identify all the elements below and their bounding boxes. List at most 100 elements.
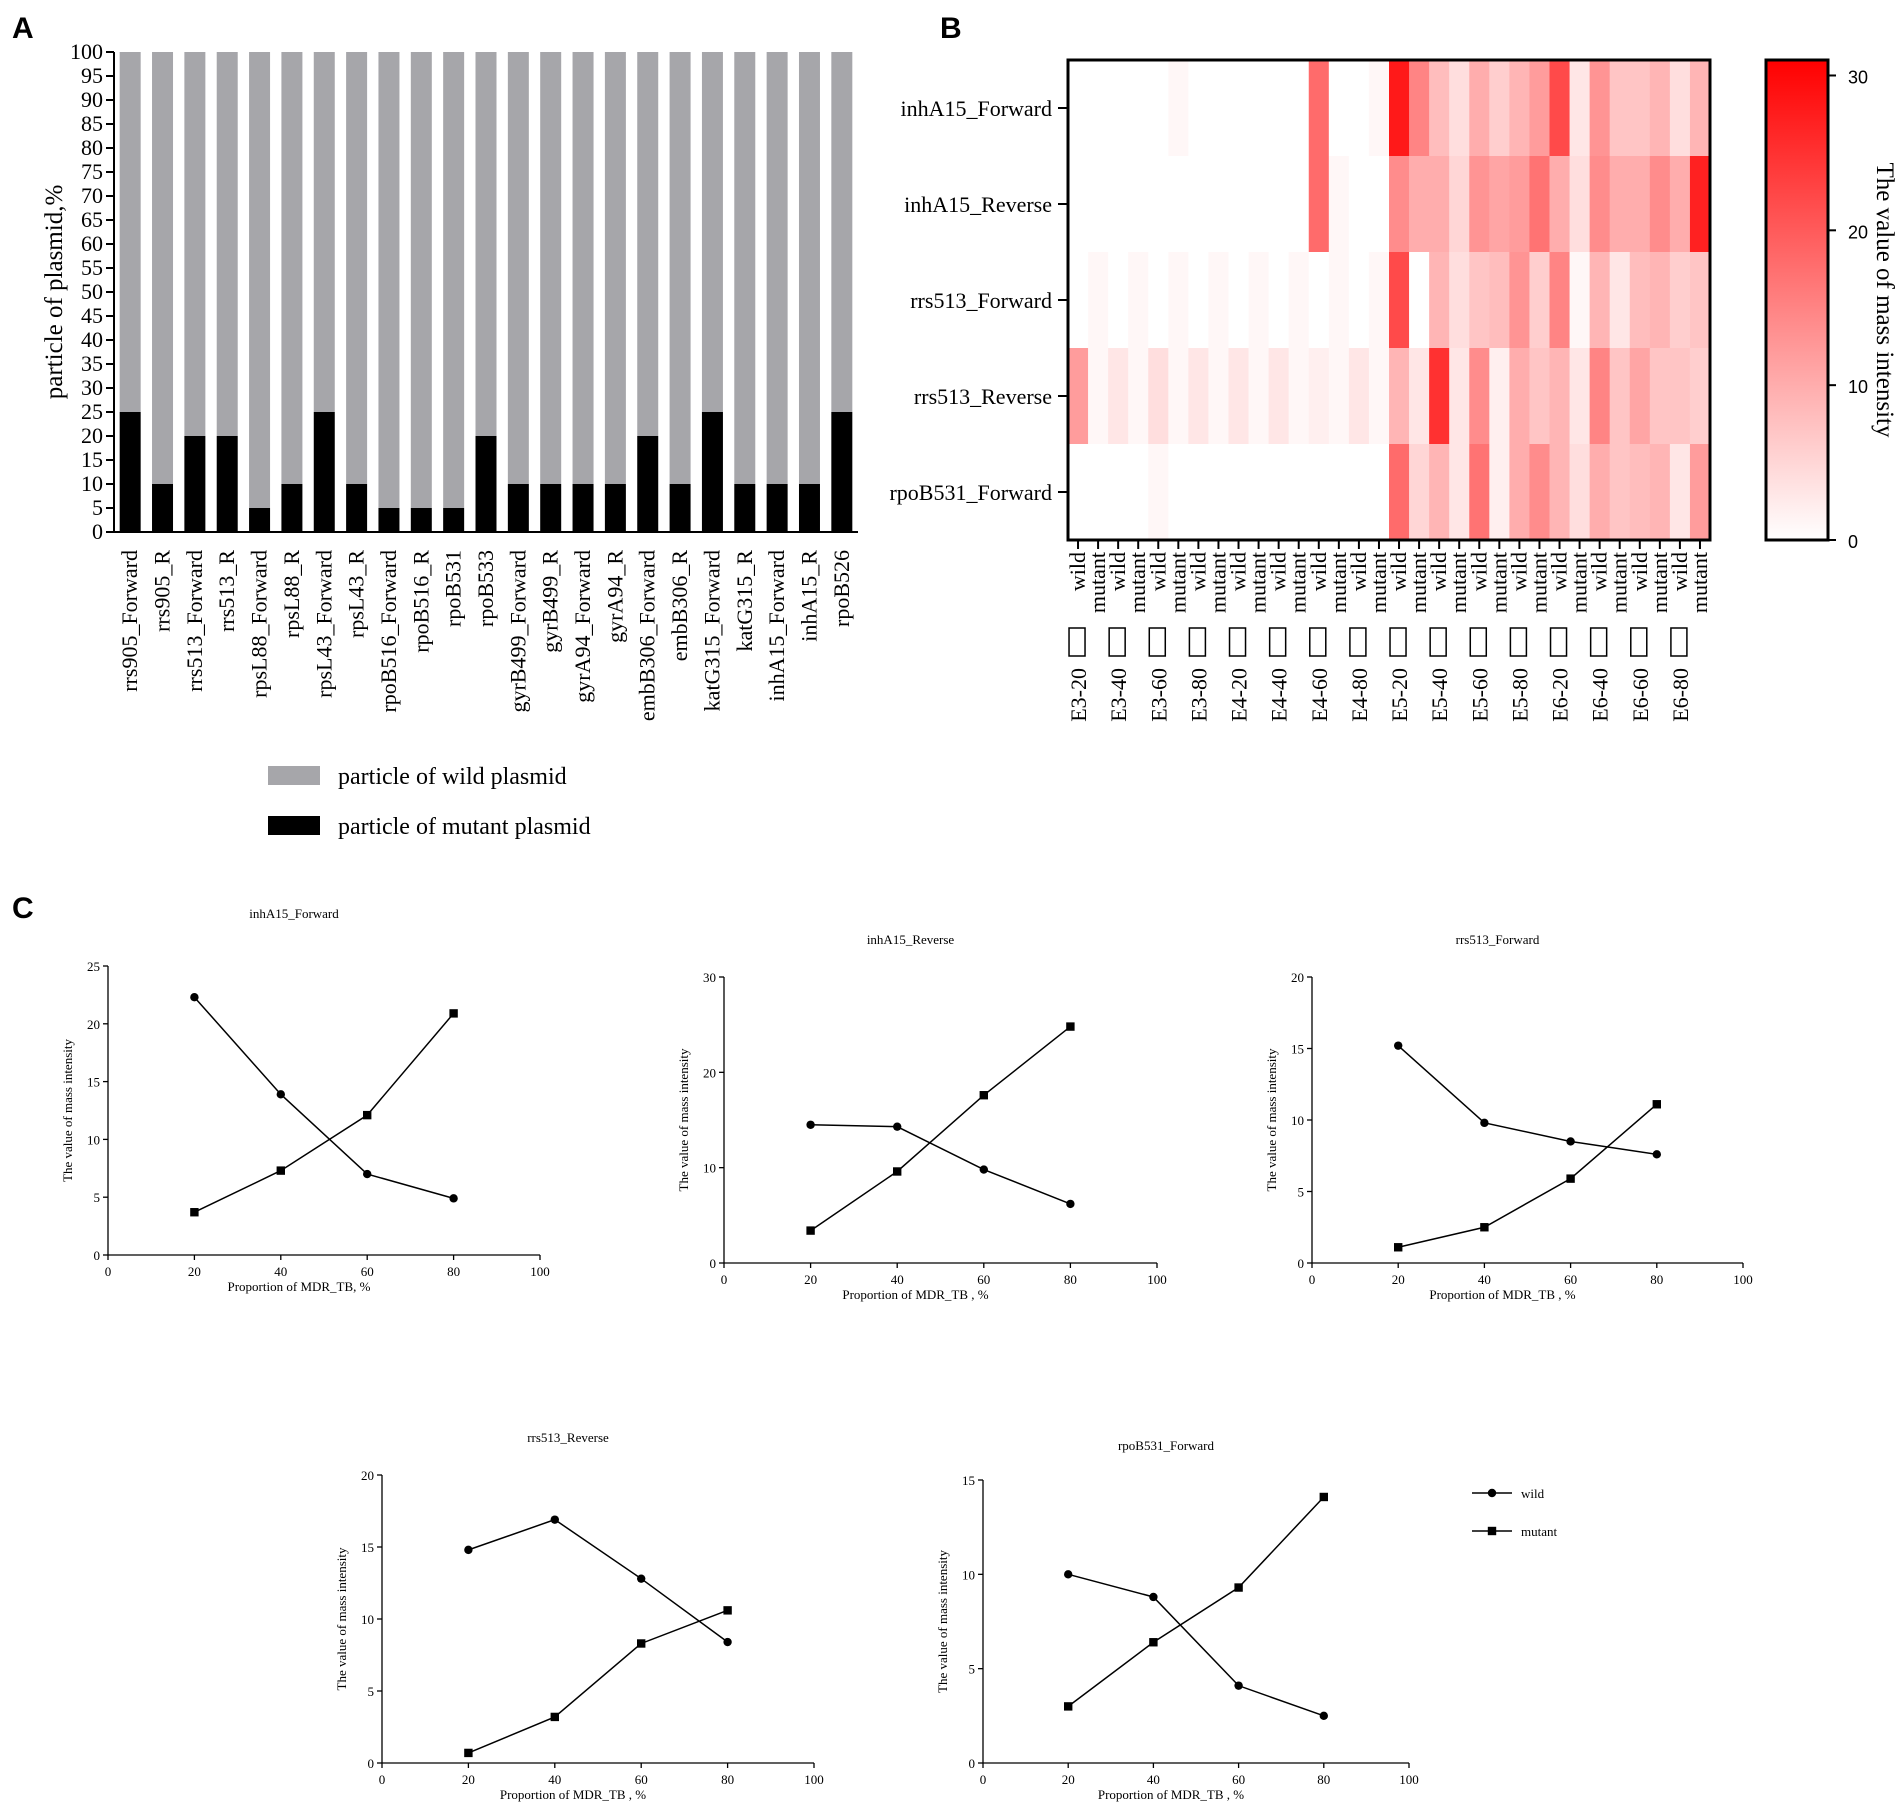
heatmap-cell: [1669, 252, 1691, 349]
heatmap-cell: [1128, 444, 1149, 541]
heatmap-cell: [1148, 348, 1169, 445]
x-tick-label: 60: [977, 1272, 990, 1287]
group-label: E4-60: [1307, 668, 1332, 722]
bar-mutant-22: [831, 412, 853, 532]
x-tick-label: 40: [1147, 1772, 1160, 1787]
col-label: wild: [1346, 552, 1371, 591]
y-tick-label: 5: [368, 1684, 375, 1699]
group-label: E3-40: [1106, 668, 1131, 722]
heatmap-cell: [1609, 444, 1631, 541]
bar-mutant-18: [701, 412, 723, 532]
legend-label-mutant: mutant: [1521, 1524, 1557, 1539]
x-tick-label: 0: [105, 1264, 112, 1279]
x-tick-label: 0: [1309, 1272, 1316, 1287]
placeholder-glyph: [1148, 627, 1167, 657]
x-tick-label: 20: [1062, 1772, 1075, 1787]
col-label: wild: [1145, 552, 1170, 591]
point-wild: [806, 1120, 815, 1129]
heatmap-cell: [1088, 156, 1109, 253]
x-tick-label: 40: [548, 1772, 561, 1787]
y-tick-label: 0: [94, 1248, 101, 1263]
heatmap-cell: [1569, 60, 1591, 157]
col-label: wild: [1185, 552, 1210, 591]
y-tick-label: 30: [81, 375, 103, 400]
col-label: mutant: [1687, 552, 1712, 613]
x-tick-label: katG315_R: [732, 550, 757, 652]
colorbar-tick-label: 20: [1848, 222, 1868, 242]
bar-mutant-12: [507, 484, 529, 532]
bar-mutant-17: [669, 484, 691, 532]
legend-swatch-mutant: [268, 816, 320, 835]
point-wild: [464, 1545, 473, 1555]
bar-wild-4: [249, 52, 271, 508]
heatmap-cell: [1549, 252, 1571, 349]
heatmap-cell: [1429, 348, 1450, 445]
point-wild: [1319, 1711, 1329, 1721]
col-label: wild: [1105, 552, 1130, 591]
col-label: wild: [1506, 552, 1531, 591]
point-wild: [723, 1637, 732, 1647]
heatmap-cell: [1509, 156, 1530, 253]
bar-mutant-3: [216, 436, 238, 532]
y-tick-label: 20: [1291, 970, 1304, 985]
heatmap-cell: [1669, 156, 1691, 253]
heatmap-cell: [1429, 60, 1450, 157]
placeholder-glyph: [1228, 627, 1247, 657]
heatmap-cell: [1168, 348, 1189, 445]
y-tick-label: 10: [1291, 1113, 1304, 1128]
bar-wild-12: [507, 52, 529, 484]
heatmap-cell: [1509, 252, 1530, 349]
heatmap-cell: [1409, 60, 1430, 157]
group-label: E6-80: [1668, 668, 1693, 722]
heatmap-cell: [1148, 156, 1169, 253]
heatmap-cell: [1529, 444, 1550, 541]
x-tick-label: gyrB499_R: [538, 550, 563, 653]
bar-mutant-14: [572, 484, 594, 532]
placeholder-glyph: [1509, 627, 1528, 657]
col-label: mutant: [1647, 552, 1672, 613]
point-mutant: [1480, 1223, 1489, 1232]
x-tick-label: rpoB516_R: [408, 550, 433, 653]
row-label: inhA15_Forward: [900, 96, 1052, 121]
col-label: mutant: [1526, 552, 1551, 613]
bar-mutant-9: [410, 508, 432, 532]
heatmap-cell: [1469, 60, 1490, 157]
heatmap-cell: [1268, 444, 1290, 541]
x-tick-label: gyrA94_R: [602, 550, 627, 643]
point-mutant: [363, 1110, 372, 1120]
heatmap-cell: [1389, 156, 1410, 253]
legend-marker-wild: [1487, 1488, 1497, 1498]
heatmap-cell: [1389, 252, 1410, 349]
row-label: rrs513_Reverse: [914, 384, 1052, 409]
y-tick-label: 70: [81, 183, 103, 208]
col-label: mutant: [1246, 552, 1271, 613]
col-label: mutant: [1326, 552, 1351, 613]
x-tick-label: 80: [447, 1264, 460, 1279]
heatmap-cell: [1228, 156, 1250, 253]
y-axis-label: particle of plasmid,%: [41, 185, 68, 400]
bar-mutant-15: [604, 484, 626, 532]
bar-mutant-13: [540, 484, 562, 532]
heatmap-cell: [1268, 348, 1290, 445]
x-tick-label: 80: [1317, 1772, 1330, 1787]
point-wild: [1064, 1570, 1073, 1579]
x-tick-label: 60: [635, 1772, 648, 1787]
col-label: wild: [1306, 552, 1331, 591]
heatmap-cell: [1288, 444, 1310, 541]
y-tick-label: 65: [81, 207, 103, 232]
y-tick-label: 90: [81, 87, 103, 112]
chart-title: inhA15_Forward: [249, 906, 339, 921]
series-line-wild: [468, 1518, 729, 1643]
y-tick-label: 10: [962, 1567, 975, 1582]
heatmap-cell: [1308, 60, 1330, 157]
x-tick-label: rrs513_Forward: [182, 550, 207, 692]
heatmap-cell: [1328, 348, 1350, 445]
group-label: E5-20: [1387, 668, 1412, 722]
x-tick-label: inhA15_R: [796, 550, 821, 642]
heatmap-cell: [1569, 252, 1591, 349]
x-tick-label: 60: [361, 1264, 374, 1279]
heatmap-cell: [1569, 156, 1591, 253]
x-tick-label: rpsL88_R: [279, 550, 304, 638]
group-label: E4-40: [1267, 668, 1292, 722]
